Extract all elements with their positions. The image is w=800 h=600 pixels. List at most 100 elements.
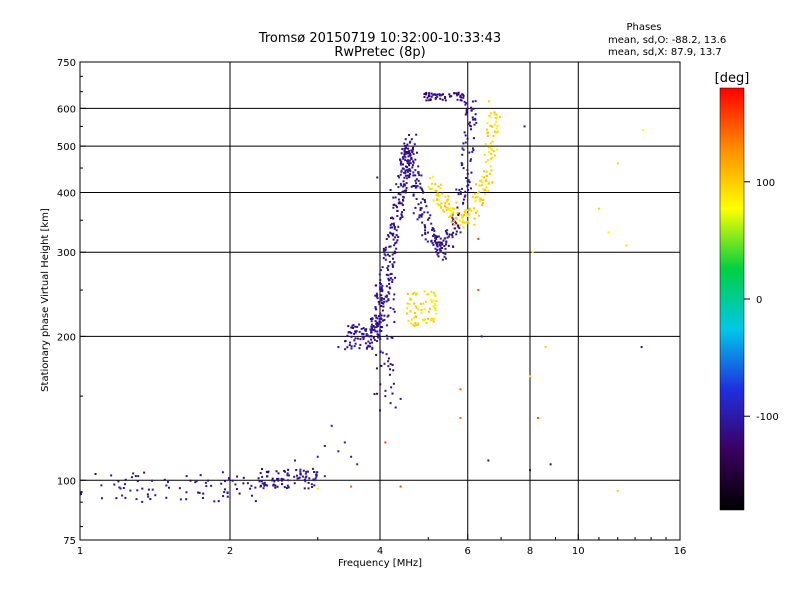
x-tick-label: 4 (377, 546, 383, 557)
data-point (410, 185, 413, 188)
data-point (315, 475, 318, 478)
data-point (286, 474, 289, 477)
data-point (424, 231, 427, 234)
data-point (482, 199, 485, 202)
data-point (458, 188, 461, 191)
data-point (461, 147, 464, 150)
data-point (410, 158, 413, 161)
data-point (261, 475, 264, 478)
data-point (261, 467, 264, 470)
data-point (371, 346, 374, 349)
data-point (113, 483, 116, 486)
data-point (277, 477, 280, 480)
data-point (372, 336, 375, 339)
data-point (375, 292, 378, 295)
data-point (428, 217, 431, 220)
data-point (488, 181, 491, 184)
data-point (429, 319, 432, 322)
data-point (349, 341, 352, 344)
data-point (439, 245, 442, 248)
x-tick-label: 6 (465, 546, 471, 557)
data-point (391, 257, 394, 260)
data-point (475, 121, 478, 124)
data-point (412, 148, 415, 151)
data-point (197, 491, 200, 494)
data-point (386, 267, 389, 270)
data-point (379, 269, 382, 272)
data-point (491, 181, 494, 184)
data-point (492, 150, 495, 153)
data-point (149, 498, 152, 501)
data-point (385, 324, 388, 327)
data-point (293, 482, 296, 485)
data-point (450, 212, 453, 215)
data-point (448, 93, 451, 96)
data-point (378, 318, 381, 321)
data-point (376, 392, 379, 395)
data-point (293, 459, 296, 462)
data-point (249, 487, 252, 490)
data-point (493, 123, 496, 126)
data-point (467, 179, 470, 182)
data-point (369, 345, 372, 348)
data-point (350, 331, 353, 334)
data-point (141, 500, 144, 503)
data-point (367, 344, 370, 347)
data-point (434, 240, 437, 243)
data-point (471, 195, 474, 198)
data-point (380, 305, 383, 308)
data-point (350, 347, 353, 350)
data-point (452, 231, 455, 234)
data-point (378, 321, 381, 324)
data-point (452, 245, 455, 248)
data-point (405, 187, 408, 190)
data-point (489, 142, 492, 145)
data-point (420, 187, 423, 190)
y-axis-label: Stationary phase Virtual Height [km] (40, 208, 51, 392)
data-point (367, 340, 370, 343)
data-point (427, 317, 430, 320)
data-point (394, 196, 397, 199)
data-point (426, 211, 429, 214)
data-point (308, 477, 311, 480)
data-point (485, 175, 488, 178)
data-point (295, 469, 298, 472)
data-point (459, 416, 462, 419)
data-point (387, 279, 390, 282)
data-point (529, 469, 531, 472)
data-point (489, 124, 492, 127)
data-point (465, 209, 468, 212)
data-point (351, 324, 354, 327)
data-point (370, 325, 373, 328)
data-point (404, 191, 407, 194)
data-point (194, 481, 197, 484)
data-point (376, 176, 379, 179)
data-point (406, 162, 409, 165)
data-point (405, 307, 408, 310)
x-tick-label: 16 (674, 546, 687, 557)
data-point (375, 314, 378, 317)
data-point (408, 169, 411, 172)
chart-header: Tromsø 20150719 10:32:00-10:33:43 RwPret… (258, 22, 726, 60)
data-point (404, 150, 407, 153)
data-point (493, 111, 496, 114)
data-point (389, 306, 392, 309)
data-point (404, 174, 407, 177)
data-point (420, 174, 423, 177)
data-point (434, 307, 437, 310)
data-point (403, 176, 406, 179)
data-point (395, 234, 398, 237)
data-point (387, 265, 390, 268)
data-point (121, 494, 124, 497)
data-point (242, 482, 245, 485)
data-point (286, 472, 289, 475)
data-point (389, 363, 392, 366)
data-point (436, 202, 439, 205)
data-point (469, 158, 472, 161)
data-point (377, 333, 380, 336)
data-point (422, 302, 425, 305)
data-point (387, 253, 390, 256)
data-point (441, 192, 444, 195)
data-point (488, 172, 491, 175)
data-point (447, 195, 450, 198)
